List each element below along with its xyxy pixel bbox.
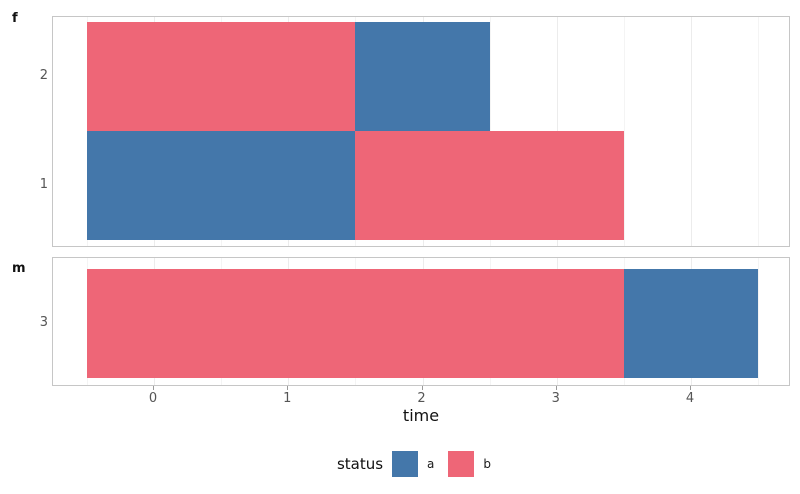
x-tick-label-2: 2 [417, 391, 426, 406]
legend-label-b: b [483, 457, 492, 471]
legend-item-a: a [392, 451, 434, 477]
x-tick-label-4: 4 [685, 391, 695, 406]
legend-swatch-b [448, 451, 475, 477]
y-tick-label-1: 1 [39, 176, 48, 192]
x-tick-mark-3 [555, 386, 557, 390]
facet-label-m: m [12, 261, 26, 276]
legend-item-b: b [448, 451, 491, 477]
x-tick-mark-1 [287, 386, 289, 390]
minor-gridline [623, 17, 625, 246]
facet-panel-m [52, 257, 790, 386]
bar-segment-status-a-row-1 [86, 131, 356, 240]
legend-swatch-a [392, 451, 419, 477]
bar-segment-status-a-row-2 [355, 22, 490, 131]
bar-segment-status-b-row-3 [86, 269, 624, 378]
facet-panel-f [52, 16, 790, 247]
x-tick-mark-4 [690, 386, 691, 390]
minor-gridline [758, 17, 760, 246]
y-tick-label-2: 2 [39, 67, 48, 83]
major-gridline [691, 17, 692, 246]
bar-segment-status-b-row-2 [86, 22, 356, 131]
bar-segment-status-a-row-3 [623, 269, 759, 378]
x-tick-label-3: 3 [551, 391, 560, 406]
x-axis-title: time [402, 406, 440, 425]
x-tick-label-1: 1 [283, 391, 292, 406]
legend-label-a: a [427, 457, 435, 471]
x-tick-mark-0 [153, 386, 154, 390]
minor-gridline [758, 258, 760, 385]
facet-label-f: f [12, 11, 18, 26]
x-tick-label-0: 0 [148, 391, 158, 406]
bar-segment-status-b-row-1 [355, 131, 624, 240]
legend-title: status [336, 455, 384, 473]
x-tick-mark-2 [421, 386, 423, 390]
y-tick-label-3: 3 [39, 314, 48, 330]
